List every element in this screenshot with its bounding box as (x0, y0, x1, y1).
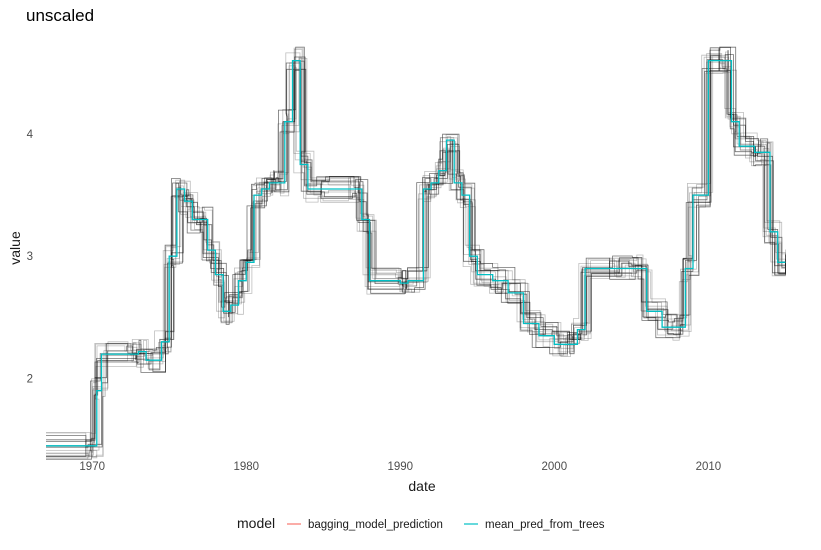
y-axis-label: value (7, 231, 23, 265)
tree-prediction-line (46, 56, 786, 448)
tree-prediction-line (46, 51, 786, 457)
tree-prediction-line (46, 55, 786, 460)
x-tick-label: 1980 (233, 461, 259, 473)
legend-title: model (237, 515, 275, 531)
x-axis-label: date (408, 478, 435, 494)
tree-prediction-lines (46, 46, 786, 460)
legend: model bagging_model_prediction mean_pred… (237, 515, 605, 531)
x-tick-label: 1990 (387, 461, 413, 473)
x-tick-label: 2010 (696, 461, 722, 473)
y-tick-label: 3 (27, 251, 33, 263)
tree-prediction-line (46, 46, 786, 457)
tree-prediction-line (46, 54, 786, 454)
tree-prediction-line (46, 59, 786, 456)
x-tick-label: 2000 (542, 461, 568, 473)
tree-prediction-line (46, 54, 786, 443)
x-axis-ticks: 1970 1980 1990 2000 2010 (79, 461, 721, 473)
tree-prediction-line (46, 46, 786, 448)
series-layer (46, 59, 786, 447)
tree-prediction-line (46, 47, 786, 442)
y-axis-ticks: 2 3 4 (27, 129, 34, 386)
tree-prediction-line (46, 56, 786, 458)
tree-prediction-line (46, 52, 786, 440)
tree-prediction-line (46, 55, 786, 458)
tree-prediction-line (46, 47, 786, 456)
y-tick-label: 2 (27, 374, 33, 386)
x-tick-label: 1970 (79, 461, 105, 473)
y-tick-label: 4 (27, 129, 34, 141)
tree-prediction-line (46, 49, 786, 459)
chart-title: unscaled (26, 6, 94, 25)
series-line-mean-pred-from-trees (46, 59, 786, 447)
legend-label-bagging-model-prediction: bagging_model_prediction (308, 519, 443, 531)
legend-label-mean-pred-from-trees: mean_pred_from_trees (485, 519, 605, 531)
tree-prediction-line (46, 46, 786, 460)
tree-prediction-line (46, 54, 786, 453)
